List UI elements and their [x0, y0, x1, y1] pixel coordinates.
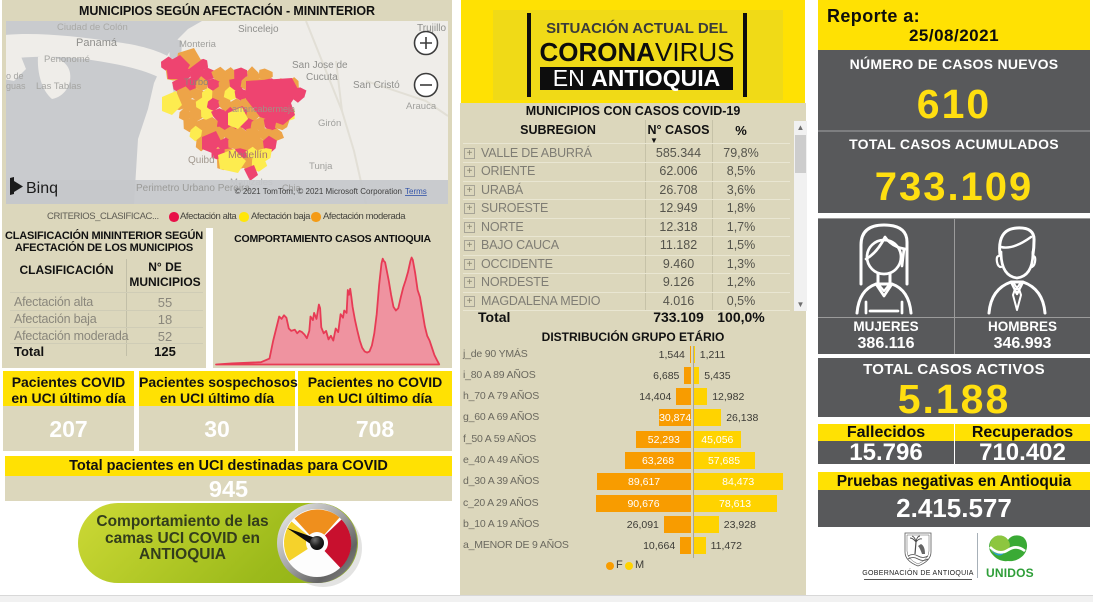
- svg-text:guas: guas: [6, 81, 26, 91]
- svg-text:Sincelejo: Sincelejo: [238, 24, 279, 35]
- svg-text:Las Tablas: Las Tablas: [36, 81, 81, 92]
- svg-text:Perimetro Urbano Pereira: Perimetro Urbano Pereira: [136, 183, 250, 194]
- svg-text:arrancabermeja: arrancabermeja: [232, 104, 295, 114]
- svg-text:Turbo: Turbo: [184, 77, 208, 88]
- svg-text:Quibd: Quibd: [188, 155, 215, 166]
- svg-text:Medellín: Medellín: [228, 149, 268, 161]
- svg-text:Arauca: Arauca: [406, 101, 437, 112]
- svg-text:Penonomé: Penonomé: [44, 54, 90, 65]
- svg-text:Cucuta: Cucuta: [306, 72, 338, 83]
- svg-text:Monteria: Monteria: [179, 39, 217, 50]
- svg-text:Tunja: Tunja: [309, 161, 333, 172]
- svg-text:© 2021 TomTom, © 2021 Microsof: © 2021 TomTom, © 2021 Microsoft Corporat…: [235, 187, 402, 196]
- svg-text:San Jose de: San Jose de: [292, 60, 348, 71]
- svg-text:Chia: Chia: [282, 183, 301, 193]
- svg-text:Terms: Terms: [405, 187, 427, 196]
- svg-text:Ciudad de Colón: Ciudad de Colón: [57, 22, 128, 33]
- svg-text:Panamá: Panamá: [76, 37, 118, 49]
- svg-text:San Cristó: San Cristó: [353, 80, 400, 91]
- svg-text:Girón: Girón: [318, 118, 341, 129]
- svg-text:o de: o de: [6, 71, 24, 81]
- svg-text:Binq: Binq: [26, 180, 58, 197]
- svg-text:Trujillo: Trujillo: [417, 23, 447, 34]
